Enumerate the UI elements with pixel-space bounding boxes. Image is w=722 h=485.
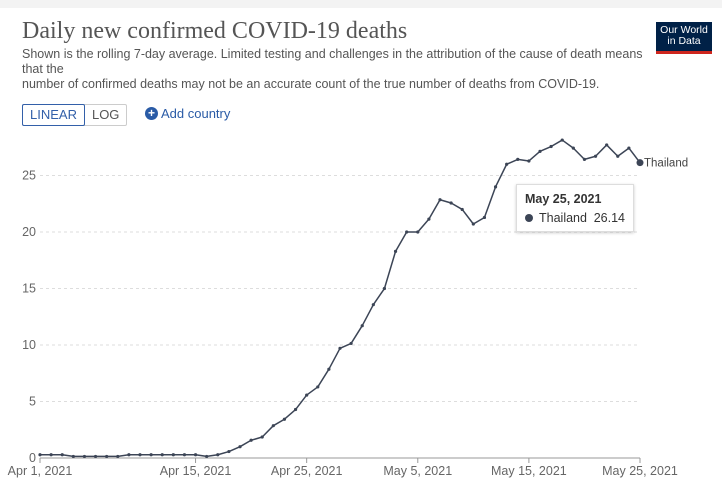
- data-point: [282, 417, 287, 421]
- data-point: [138, 453, 142, 457]
- scale-toggle: LINEAR LOG: [22, 104, 128, 126]
- data-point: [316, 385, 320, 389]
- y-tick-label: 10: [22, 338, 36, 352]
- log-scale-button[interactable]: LOG: [91, 107, 120, 122]
- tooltip-entity: Thailand: [539, 211, 587, 225]
- data-point: [360, 324, 364, 328]
- data-point: [205, 454, 209, 459]
- data-point: [293, 407, 298, 412]
- plus-circle-icon: +: [145, 107, 158, 120]
- data-point: [593, 154, 598, 158]
- data-point: [127, 453, 131, 457]
- chart-title: Daily new confirmed COVID-19 deaths: [22, 18, 408, 44]
- y-tick-label: 5: [29, 395, 36, 409]
- subtitle-line-2: number of confirmed deaths may not be an…: [22, 77, 600, 91]
- data-point: [160, 453, 164, 457]
- subtitle-line-1: Shown is the rolling 7-day average. Limi…: [22, 47, 643, 76]
- x-tick-label: May 15, 2021: [491, 464, 567, 478]
- data-point: [605, 143, 609, 147]
- linear-scale-button[interactable]: LINEAR: [22, 104, 85, 126]
- data-point: [538, 149, 542, 153]
- data-point: [38, 453, 42, 457]
- owid-logo[interactable]: Our World in Data: [656, 22, 712, 54]
- data-point: [182, 453, 187, 457]
- data-point: [627, 146, 631, 150]
- data-point: [338, 346, 342, 350]
- data-point: [516, 157, 520, 161]
- y-tick-label: 20: [22, 225, 36, 239]
- data-point: [305, 393, 309, 397]
- x-tick-label: May 5, 2021: [383, 464, 452, 478]
- data-point: [505, 162, 509, 166]
- series-endpoint: [636, 159, 644, 167]
- data-point: [116, 454, 120, 459]
- data-point: [449, 201, 453, 205]
- data-point: [371, 303, 375, 307]
- data-point: [227, 449, 231, 454]
- data-point: [171, 453, 175, 457]
- data-point: [71, 454, 75, 459]
- data-point: [216, 453, 220, 457]
- data-point: [427, 217, 431, 221]
- y-tick-label: 0: [29, 451, 36, 465]
- series-label: Thailand: [644, 158, 688, 170]
- data-point: [349, 341, 353, 346]
- data-point: [405, 230, 409, 234]
- top-strip: [0, 0, 722, 8]
- tooltip-date: May 25, 2021: [525, 192, 602, 206]
- data-point: [527, 159, 531, 163]
- data-point: [60, 453, 64, 457]
- data-point: [471, 222, 475, 226]
- y-tick-label: 15: [22, 282, 36, 296]
- data-point: [549, 144, 553, 149]
- data-point: [105, 454, 109, 459]
- data-point: [616, 154, 620, 158]
- data-point: [271, 424, 275, 428]
- y-tick-label: 25: [22, 169, 36, 183]
- data-point: [93, 454, 98, 459]
- data-point: [582, 157, 587, 161]
- tooltip-value: 26.14: [593, 211, 625, 225]
- data-point: [260, 435, 264, 439]
- data-point: [460, 207, 464, 212]
- logo-line-1: Our World: [660, 24, 708, 36]
- x-tick-label: Apr 15, 2021: [160, 464, 232, 478]
- data-point: [82, 454, 87, 459]
- data-point: [382, 286, 387, 291]
- x-tick-label: Apr 1, 2021: [8, 464, 73, 478]
- add-country-label: Add country: [161, 106, 231, 121]
- tooltip-series-dot: [525, 214, 533, 222]
- data-point: [571, 146, 575, 150]
- data-point: [438, 198, 442, 202]
- data-point: [49, 453, 53, 457]
- hover-tooltip: May 25, 2021 Thailand 26.14: [516, 184, 634, 232]
- data-point: [393, 249, 398, 253]
- data-point: [482, 215, 487, 220]
- data-point: [149, 453, 153, 457]
- logo-line-2: in Data: [667, 35, 701, 47]
- data-point: [193, 453, 198, 457]
- chart-subtitle: Shown is the rolling 7-day average. Limi…: [22, 47, 662, 92]
- data-point: [249, 438, 253, 442]
- data-point: [238, 445, 242, 449]
- x-tick-label: Apr 25, 2021: [271, 464, 343, 478]
- data-point: [560, 138, 564, 142]
- data-point: [493, 185, 498, 189]
- data-point: [416, 230, 420, 234]
- data-point: [327, 367, 331, 371]
- add-country-button[interactable]: + Add country: [145, 106, 230, 121]
- x-tick-label: May 25, 2021: [602, 464, 678, 478]
